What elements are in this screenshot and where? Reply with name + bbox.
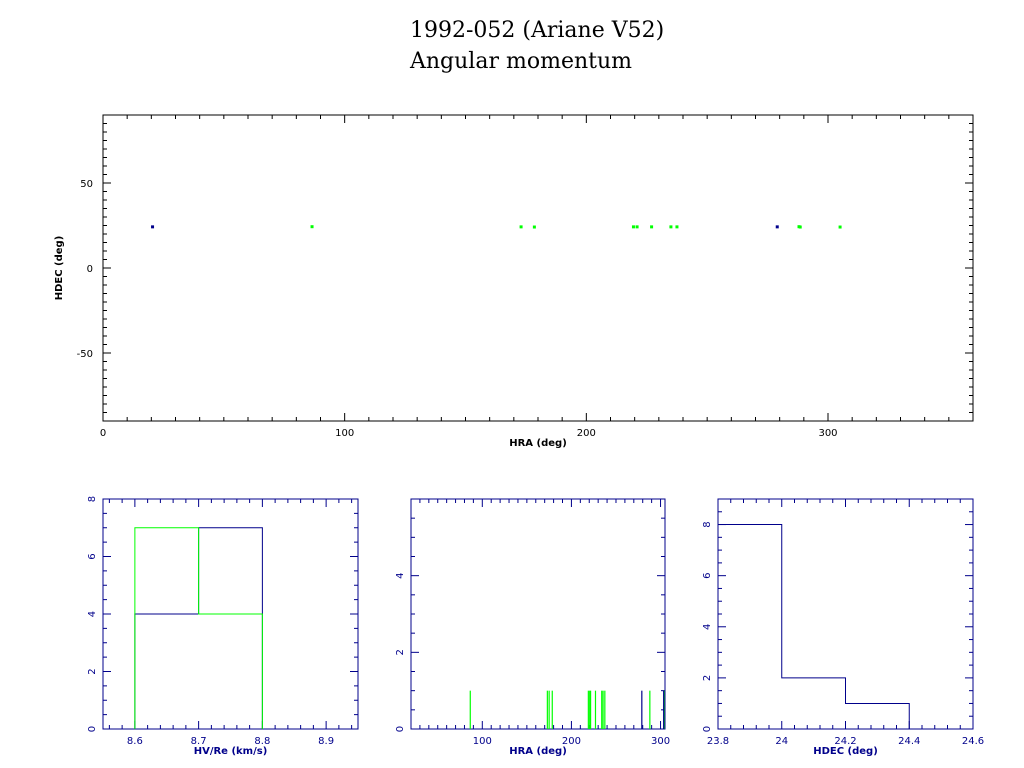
data-point: [519, 225, 523, 229]
data-point: [838, 225, 842, 229]
x-axis-label: HRA (deg): [509, 746, 567, 757]
histogram-outline: [134, 527, 263, 729]
x-tick-label: 300: [651, 736, 670, 747]
y-tick-label: 8: [702, 521, 713, 527]
chart-title: 1992-052 (Ariane V52): [410, 18, 664, 43]
y-tick-label: 4: [87, 611, 98, 617]
data-point: [151, 225, 155, 229]
plot-panel-2: 8.6 8.7 8.8 8.9 0 2 4 6 8 HV/Re (km/s): [87, 496, 359, 757]
data-point: [675, 225, 679, 229]
x-tick-label: 8.9: [318, 736, 334, 747]
x-tick-label: 8.8: [254, 736, 270, 747]
x-tick-label: 100: [473, 736, 492, 747]
data-point: [635, 225, 639, 229]
y-tick-label: 0: [395, 726, 406, 732]
x-tick-label: 24.4: [898, 736, 920, 747]
x-tick-label: 24.6: [962, 736, 984, 747]
chart-subtitle: Angular momentum: [409, 49, 632, 74]
plot-panel-3: 100 200 300 0 2 4 HRA (deg): [395, 498, 670, 757]
y-tick-label: 0: [87, 264, 93, 275]
x-tick-label: 24.2: [834, 736, 856, 747]
x-tick-label: 24: [775, 736, 788, 747]
x-axis-label: HRA (deg): [509, 438, 567, 449]
y-tick-label: 2: [87, 668, 98, 674]
plot-frame: [410, 498, 666, 730]
x-tick-label: 23.8: [707, 736, 729, 747]
y-tick-label: 2: [702, 675, 713, 681]
y-tick-label: 0: [702, 726, 713, 732]
plot-panel-1: 0 100 200 300 -50 0 50 HRA (deg) HDEC (deg): [54, 114, 974, 449]
x-axis-label: HV/Re (km/s): [194, 746, 268, 757]
data-point: [798, 225, 802, 229]
y-tick-label: 50: [80, 179, 93, 190]
x-tick-label: 8.6: [127, 736, 143, 747]
histogram-outline: [717, 524, 910, 729]
x-tick-label: 300: [818, 428, 837, 439]
y-tick-label: 8: [87, 496, 98, 502]
data-point: [532, 225, 536, 229]
y-axis-label: HDEC (deg): [54, 236, 65, 301]
y-tick-label: 4: [395, 572, 406, 578]
y-tick-label: 4: [702, 624, 713, 630]
data-point: [775, 225, 779, 229]
x-tick-label: 200: [577, 428, 596, 439]
data-point: [650, 225, 654, 229]
x-tick-label: 100: [335, 428, 354, 439]
data-point: [310, 225, 314, 229]
plot-frame: [102, 114, 974, 422]
data-point: [631, 225, 635, 229]
y-tick-label: 0: [87, 726, 98, 732]
data-point: [669, 225, 673, 229]
y-tick-label: -50: [77, 349, 93, 360]
x-tick-label: 0: [100, 428, 106, 439]
y-tick-label: 2: [395, 649, 406, 655]
x-axis-label: HDEC (deg): [813, 746, 878, 757]
y-tick-label: 6: [87, 553, 98, 559]
x-tick-label: 8.7: [191, 736, 207, 747]
y-tick-label: 6: [702, 572, 713, 578]
x-tick-label: 200: [562, 736, 581, 747]
